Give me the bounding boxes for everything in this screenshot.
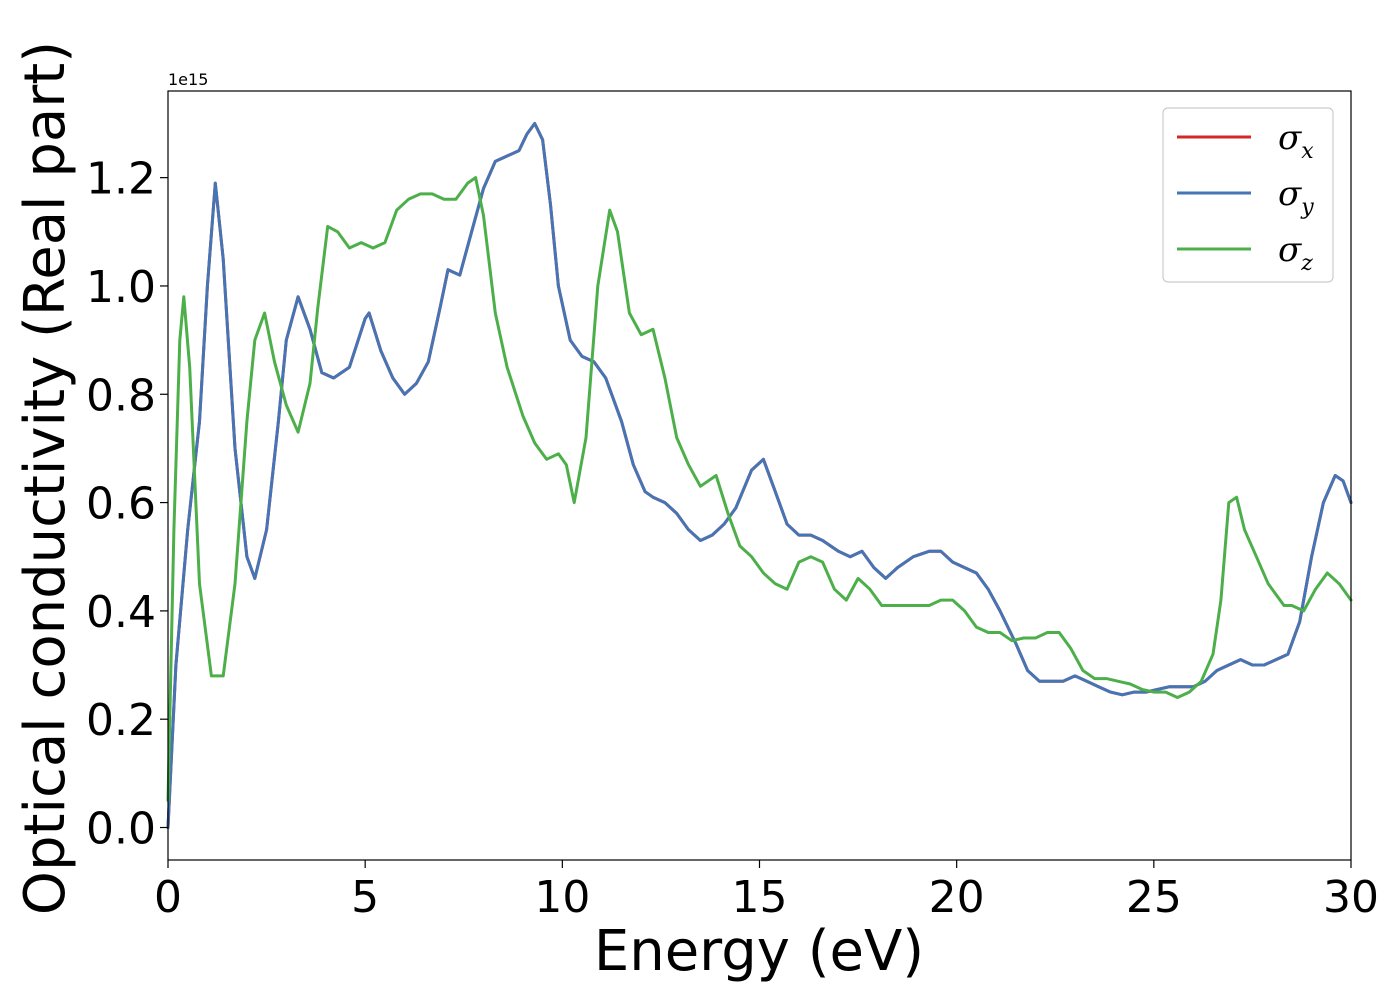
y-axis-title: Optical conductivity (Real part) bbox=[13, 41, 78, 915]
y-tick-label: 0.8 bbox=[86, 370, 156, 421]
y-tick-label: 0.2 bbox=[86, 695, 156, 746]
y-tick-label: 1.0 bbox=[86, 262, 156, 313]
y-axis: 0.0 0.2 0.4 0.6 0.8 1.0 1.2 bbox=[86, 154, 168, 855]
y-offset-label: 1e15 bbox=[168, 70, 208, 89]
x-tick-label: 10 bbox=[534, 872, 590, 923]
legend-box bbox=[1162, 107, 1334, 283]
x-tick-label: 0 bbox=[154, 872, 182, 923]
x-tick-label: 25 bbox=[1126, 872, 1182, 923]
y-tick-label: 0.4 bbox=[86, 587, 156, 638]
x-axis-title: Energy (eV) bbox=[594, 919, 924, 984]
x-tick-label: 30 bbox=[1323, 872, 1379, 923]
series-line-z bbox=[166, 176, 1353, 802]
y-tick-label: 0.0 bbox=[86, 804, 156, 855]
x-tick-label: 20 bbox=[929, 872, 985, 923]
y-tick-label: 1.2 bbox=[86, 154, 156, 205]
x-tick-label: 15 bbox=[732, 872, 788, 923]
x-tick-label: 5 bbox=[351, 872, 379, 923]
x-axis: 0 5 10 15 20 25 30 bbox=[154, 860, 1379, 923]
plot-lines bbox=[166, 122, 1353, 829]
y-tick-label: 0.6 bbox=[86, 479, 156, 530]
